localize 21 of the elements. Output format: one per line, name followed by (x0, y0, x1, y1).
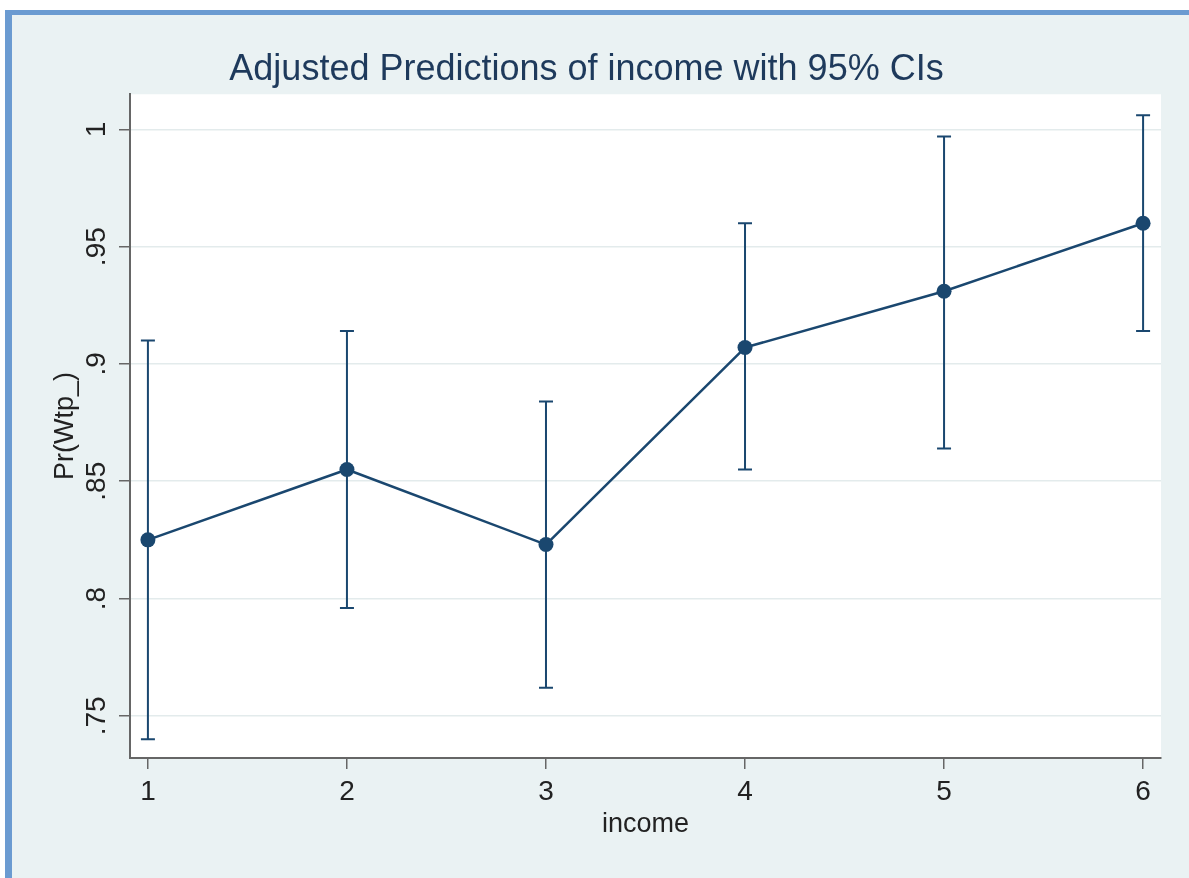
y-tick-label: .95 (79, 227, 111, 267)
x-tick-label: 6 (1135, 774, 1151, 806)
point (1135, 215, 1151, 231)
point (339, 461, 355, 477)
x-tick-label: 1 (140, 774, 156, 806)
y-tick-label: .8 (79, 586, 111, 611)
point (936, 283, 952, 299)
y-tick-label: 1 (79, 121, 111, 138)
point (140, 532, 156, 548)
x-tick-label: 4 (737, 774, 753, 806)
x-axis-title: income (601, 808, 690, 839)
point (737, 340, 753, 356)
y-tick-label: .75 (79, 696, 111, 736)
chart-title: Adjusted Predictions of income with 95% CIs (229, 46, 944, 88)
y-axis-title: Pr(Wtp_) (48, 372, 79, 481)
y-tick-label: .85 (79, 461, 111, 501)
x-tick-label: 5 (936, 774, 952, 806)
x-tick-label: 2 (339, 774, 355, 806)
x-tick-label: 3 (538, 774, 554, 806)
y-tick-label: .9 (79, 352, 111, 376)
point (538, 537, 554, 553)
